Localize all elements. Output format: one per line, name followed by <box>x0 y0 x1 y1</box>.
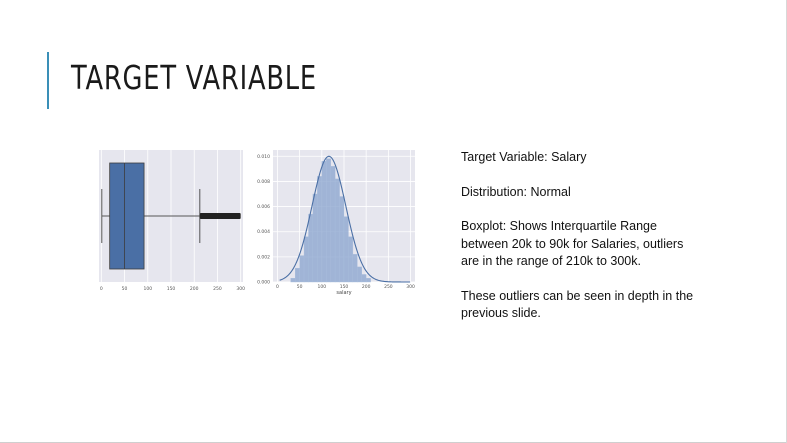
x-tick-label: 300 <box>406 284 415 290</box>
boxplot-text: Boxplot: Shows Interquartile Range betwe… <box>461 219 684 268</box>
x-tick-label: 100 <box>143 286 152 292</box>
x-tick-label: 250 <box>384 284 393 290</box>
distribution-text: Distribution: Normal <box>461 184 571 199</box>
histogram-bar <box>312 193 318 283</box>
histogram-bar <box>303 236 309 283</box>
y-tick-label: 0.002 <box>257 254 270 260</box>
histogram-bar <box>343 216 349 283</box>
iqr-box <box>109 162 145 270</box>
x-tick-label: 100 <box>318 284 327 290</box>
x-tick-label: 300 <box>236 286 245 292</box>
x-tick-label: 200 <box>190 286 199 292</box>
title-accent-bar <box>47 52 49 109</box>
slide-text: Target Variable: Salary Distribution: No… <box>461 149 701 340</box>
x-tick-label: 150 <box>340 284 349 290</box>
outliers-band <box>199 213 241 219</box>
histogram-bar <box>361 274 367 283</box>
histogram-bar <box>317 176 323 283</box>
x-tick-label: 0 <box>100 286 103 292</box>
slide-title: TARGET VARIABLE <box>71 58 317 97</box>
kde-curve <box>279 155 411 283</box>
salary-distribution-chart: 0 50 100 150 200 250 300 0.000 0.002 0.004 0.006 0.… <box>257 150 415 296</box>
y-tick-label: 0.006 <box>257 204 270 210</box>
histogram-bar <box>290 278 296 283</box>
histogram-bar <box>339 196 345 283</box>
x-tick-label: 50 <box>122 286 128 292</box>
histogram-bar <box>334 178 340 283</box>
outliers-note-text: These outliers can be seen in depth in t… <box>461 288 694 321</box>
histogram-bar <box>308 213 314 283</box>
x-tick-label: 250 <box>213 286 222 292</box>
y-tick-label: 0.000 <box>257 280 270 286</box>
histogram-bar <box>326 158 331 283</box>
x-axis-label: salary <box>336 290 351 296</box>
histogram-bar <box>365 278 371 283</box>
x-tick-label: 200 <box>362 284 371 290</box>
y-tick-label: 0.010 <box>257 154 270 160</box>
histogram-bar <box>352 254 358 283</box>
target-variable-text: Target Variable: Salary <box>461 150 587 164</box>
histogram-bar <box>357 266 362 283</box>
x-tick-label: 50 <box>297 284 303 290</box>
histogram-bar <box>299 255 305 283</box>
x-tick-label: 0 <box>276 284 279 290</box>
histogram-bar <box>321 161 327 283</box>
y-tick-label: 0.004 <box>257 229 270 235</box>
histogram-bar <box>294 267 300 283</box>
salary-boxplot-chart: 0 50 100 150 200 250 300 <box>99 150 245 292</box>
x-tick-label: 150 <box>167 286 176 292</box>
histogram-bar <box>348 236 354 283</box>
y-tick-label: 0.008 <box>257 179 270 185</box>
histogram-bar <box>330 166 336 283</box>
